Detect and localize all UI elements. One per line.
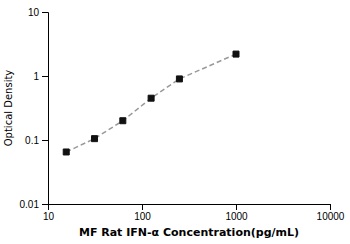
y-tick: 0.1 — [25, 135, 48, 146]
y-axis-title: Optical Density — [3, 70, 14, 147]
point — [176, 76, 182, 82]
y-tick-mark — [42, 76, 48, 77]
y-tick-label: 0.01 — [20, 199, 40, 210]
x-axis: 10 100 1000 10000 — [43, 204, 345, 222]
y-axis: 0.01 0.1 1 10 — [20, 7, 49, 210]
point — [148, 95, 154, 101]
x-tick-label: 10000 — [317, 211, 345, 222]
x-tick-label: 100 — [134, 211, 151, 222]
y-tick-label: 1 — [33, 71, 39, 82]
point — [120, 118, 126, 124]
y-tick-mark — [42, 204, 48, 205]
line — [66, 54, 236, 152]
series — [63, 51, 239, 155]
y-axis-line — [42, 13, 49, 205]
x-tick: 10 — [43, 204, 55, 222]
x-tick: 1000 — [225, 204, 248, 222]
y-tick: 1 — [33, 71, 48, 82]
y-tick-mark — [42, 12, 48, 13]
x-tick-mark — [142, 204, 143, 210]
x-tick-label: 10 — [43, 211, 55, 222]
y-tick-label: 10 — [28, 7, 40, 18]
x-axis-title: MF Rat IFN-α Concentration(pg/mL) — [79, 226, 299, 239]
chart: 10 100 1000 10000 0.01 0.1 1 10 MF Rat IFN-α Con… — [0, 0, 350, 244]
y-tick-label: 0.1 — [25, 135, 39, 146]
x-tick: 10000 — [317, 204, 345, 222]
x-tick-mark — [236, 204, 237, 210]
x-tick: 100 — [134, 204, 151, 222]
point — [92, 136, 98, 142]
y-tick: 10 — [28, 7, 48, 18]
point — [233, 51, 239, 57]
x-tick-label: 1000 — [225, 211, 248, 222]
y-tick-mark — [42, 140, 48, 141]
y-tick: 0.01 — [20, 199, 48, 210]
plot-area: 10 100 1000 10000 0.01 0.1 1 10 MF Rat IFN-α Con… — [3, 7, 345, 239]
point — [63, 149, 69, 155]
x-axis-line — [49, 205, 331, 211]
x-tick-mark — [330, 204, 331, 210]
